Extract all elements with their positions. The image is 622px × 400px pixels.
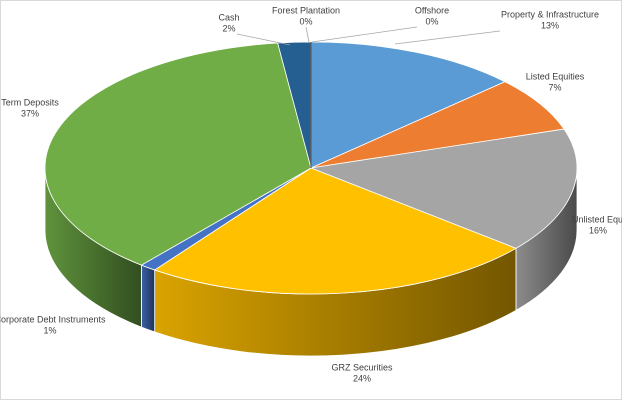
value-label: 24% (353, 373, 371, 383)
category-label: Listed Equities (526, 71, 585, 81)
category-label: Property & Infrastructure (501, 9, 599, 19)
category-label: Term Deposits (1, 97, 59, 107)
category-label: Corporate Debt Instruments (0, 314, 106, 324)
slice-side (141, 264, 156, 333)
category-label: Offshore (415, 5, 449, 15)
value-label: 16% (589, 225, 607, 235)
value-label: 7% (548, 82, 561, 92)
value-label: 13% (541, 20, 559, 30)
value-label: 2% (222, 23, 235, 33)
category-label: Forest Plantation (272, 5, 340, 15)
slice (310, 41, 506, 169)
category-label: GRZ Securities (331, 362, 393, 372)
slice (153, 167, 517, 295)
leader-line (305, 26, 310, 43)
category-label: Cash (218, 12, 239, 22)
leader-line (394, 30, 501, 45)
value-label: 0% (299, 16, 312, 26)
value-label: 37% (21, 108, 39, 118)
slice (309, 128, 578, 249)
slice (44, 42, 312, 266)
slice (310, 81, 565, 169)
category-label: Unlisted Equi (572, 214, 622, 224)
leader-line (311, 26, 418, 43)
value-label: 0% (425, 16, 438, 26)
value-label: 1% (43, 325, 56, 335)
leader-line (236, 33, 291, 46)
